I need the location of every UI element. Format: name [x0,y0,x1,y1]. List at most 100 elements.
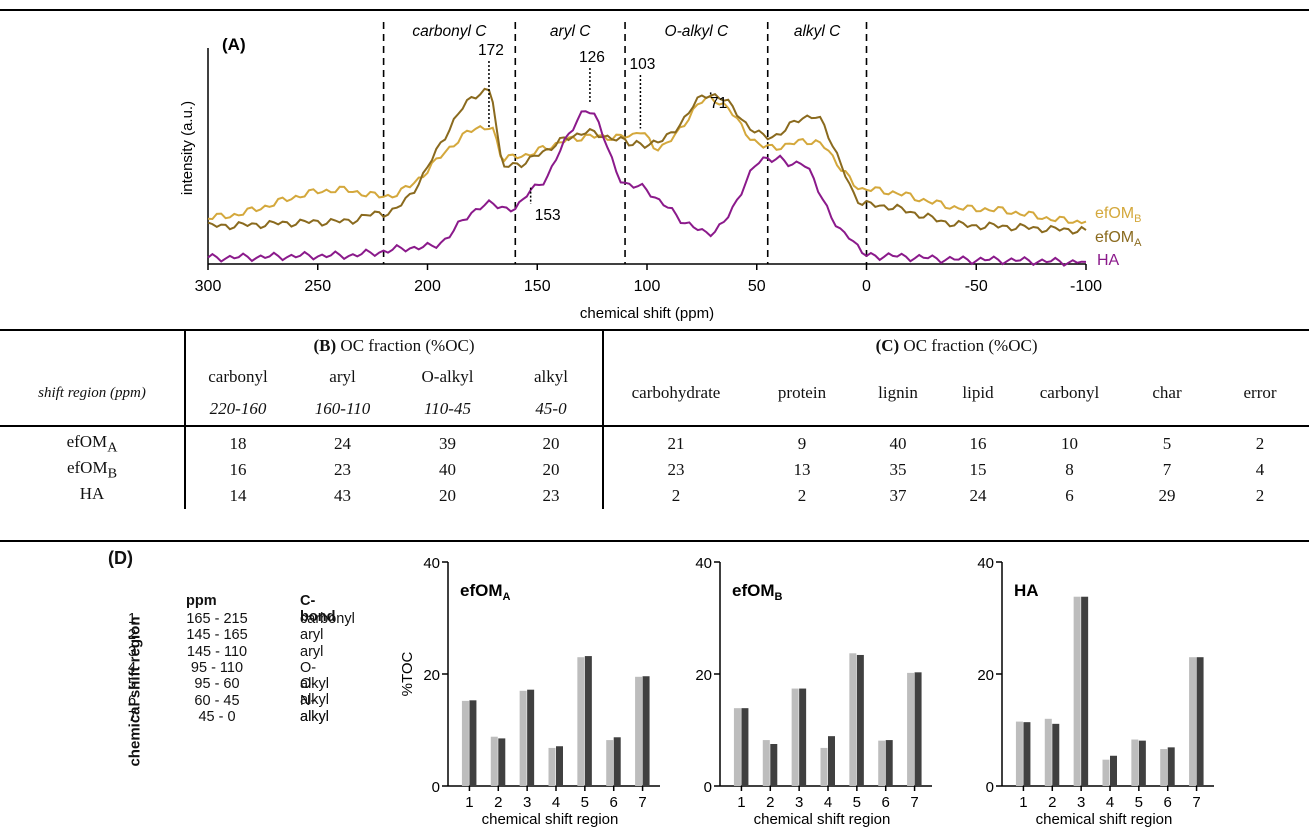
bar-x-axis-label: chemical shift region [1036,811,1173,828]
row-label-sub: A [107,439,118,456]
bar [770,744,778,786]
x-tick-label: -100 [1070,278,1102,295]
region-ppm: 95 - 110 [190,659,244,676]
peak-label: 153 [535,207,561,224]
legend-efoma-sub: A [1134,237,1142,249]
x-tick-label: 50 [748,278,766,295]
peak-label: 71 [710,95,727,112]
bar [741,708,749,786]
table-b-title: (B) OC fraction (%OC) [185,331,604,361]
bar [461,700,469,786]
bar-panel-title: efOMB [732,581,783,603]
panel-d-legend: (D) chemical shift region ppm C-bond 1 16… [100,548,400,778]
bar-x-tick-label: 5 [581,794,589,811]
bar [606,740,614,786]
region-number: 3 [128,643,137,660]
bar [907,672,915,786]
bar-y-tick-label: 20 [423,667,440,684]
bar-x-axis-label: chemical shift region [754,811,891,828]
bar [885,740,893,786]
bar [1189,657,1197,786]
cell: 13 [793,460,811,479]
peak-label: 172 [478,42,504,59]
cell: 23 [334,460,351,479]
region-ppm: 145 - 110 [186,643,248,660]
bar [1160,749,1168,786]
cell: 14 [229,486,247,505]
bar-x-tick-label: 7 [910,794,918,811]
bar [1052,723,1060,786]
region-label: alkyl C [794,23,841,40]
peak-label: 103 [629,56,655,73]
bar [642,676,650,786]
col-b-name: aryl [329,367,356,386]
bar-y-tick-label: 0 [986,779,994,796]
bar-x-tick-label: 3 [1077,794,1085,811]
rule-below-tables [0,540,1309,542]
cell: 15 [969,460,987,479]
bar-x-tick-label: 1 [465,794,473,811]
y-axis-label: intensity (a.u.) [179,101,196,195]
cell: 8 [1065,460,1074,479]
bar [1110,755,1117,786]
bar-y-tick-label: 20 [977,667,994,684]
cell: 29 [1158,486,1176,505]
bar [1102,759,1110,786]
table-row: HA 14 43 20 23 2 2 37 24 6 29 2 [0,483,1309,509]
bar-panel-title-base: efOM [460,581,503,600]
ppm-header: ppm [186,593,217,609]
bar-x-tick-label: 1 [1019,794,1027,811]
col-b-name: O-alkyl [421,367,474,386]
bar-panel-title-sub: A [503,591,511,603]
cell: 37 [889,486,907,505]
shift-region-label: shift region (ppm) [0,361,186,426]
table-c-title: (C) OC fraction (%OC) [603,331,1309,361]
bar [1015,721,1023,786]
x-tick-label: 100 [634,278,661,295]
legend-efomb-sub: B [1134,213,1141,225]
bar-y-tick-label: 40 [695,555,712,572]
bar [584,656,592,786]
col-b-name: carbonyl [208,367,268,386]
bar-x-tick-label: 6 [882,794,890,811]
cell: 24 [969,486,987,505]
bar [791,688,799,786]
region-bond: aryl [300,643,324,660]
bar-x-tick-label: 3 [795,794,803,811]
bar-panel: 0 20 40 1 2 3 4 5 6 7 chemical shift region efOMB [695,555,932,828]
col-c-name: protein [777,383,827,402]
efomb-curve [207,95,1087,225]
cell: 7 [1162,460,1172,479]
col-c-name: carbohydrate [631,383,721,402]
row-label-base: efOM [66,457,108,477]
cell: 5 [1123,425,1211,457]
bar [1131,739,1139,786]
legend-efomb: efOMB [1095,205,1141,225]
bar [498,738,506,786]
table-row: efOMB 16 23 40 20 23 13 35 15 8 7 4 [0,457,1309,483]
region-label: O-alkyl C [665,23,730,40]
bar [1167,747,1175,786]
cell: 2 [1211,425,1309,457]
top-rule [0,9,1309,11]
bar-x-tick-label: 4 [552,794,560,811]
bar [613,737,621,786]
x-tick-label: -50 [965,278,988,295]
bar [527,689,535,786]
bar-panel-title-base: efOM [732,581,775,600]
cell: 9 [748,425,856,457]
cell: 18 [185,425,290,457]
cell: 24 [290,425,395,457]
region-ppm: 60 - 45 [194,692,240,709]
bar-panel-title-base: HA [1014,581,1039,600]
bar [828,736,835,786]
region-bond: N-alkyl [300,692,330,725]
col-c-name: lignin [878,383,918,402]
legend-efoma-base: efOM [1095,229,1134,246]
row-label: HA [0,483,186,509]
bar [799,688,807,786]
bar [548,747,556,786]
bar-panel: 0 20 40 1 2 3 4 5 6 7 chemical shift region efOMA %T… [399,555,660,828]
col-c-name: carbonyl [1039,383,1100,402]
cell: 2 [1255,486,1265,505]
